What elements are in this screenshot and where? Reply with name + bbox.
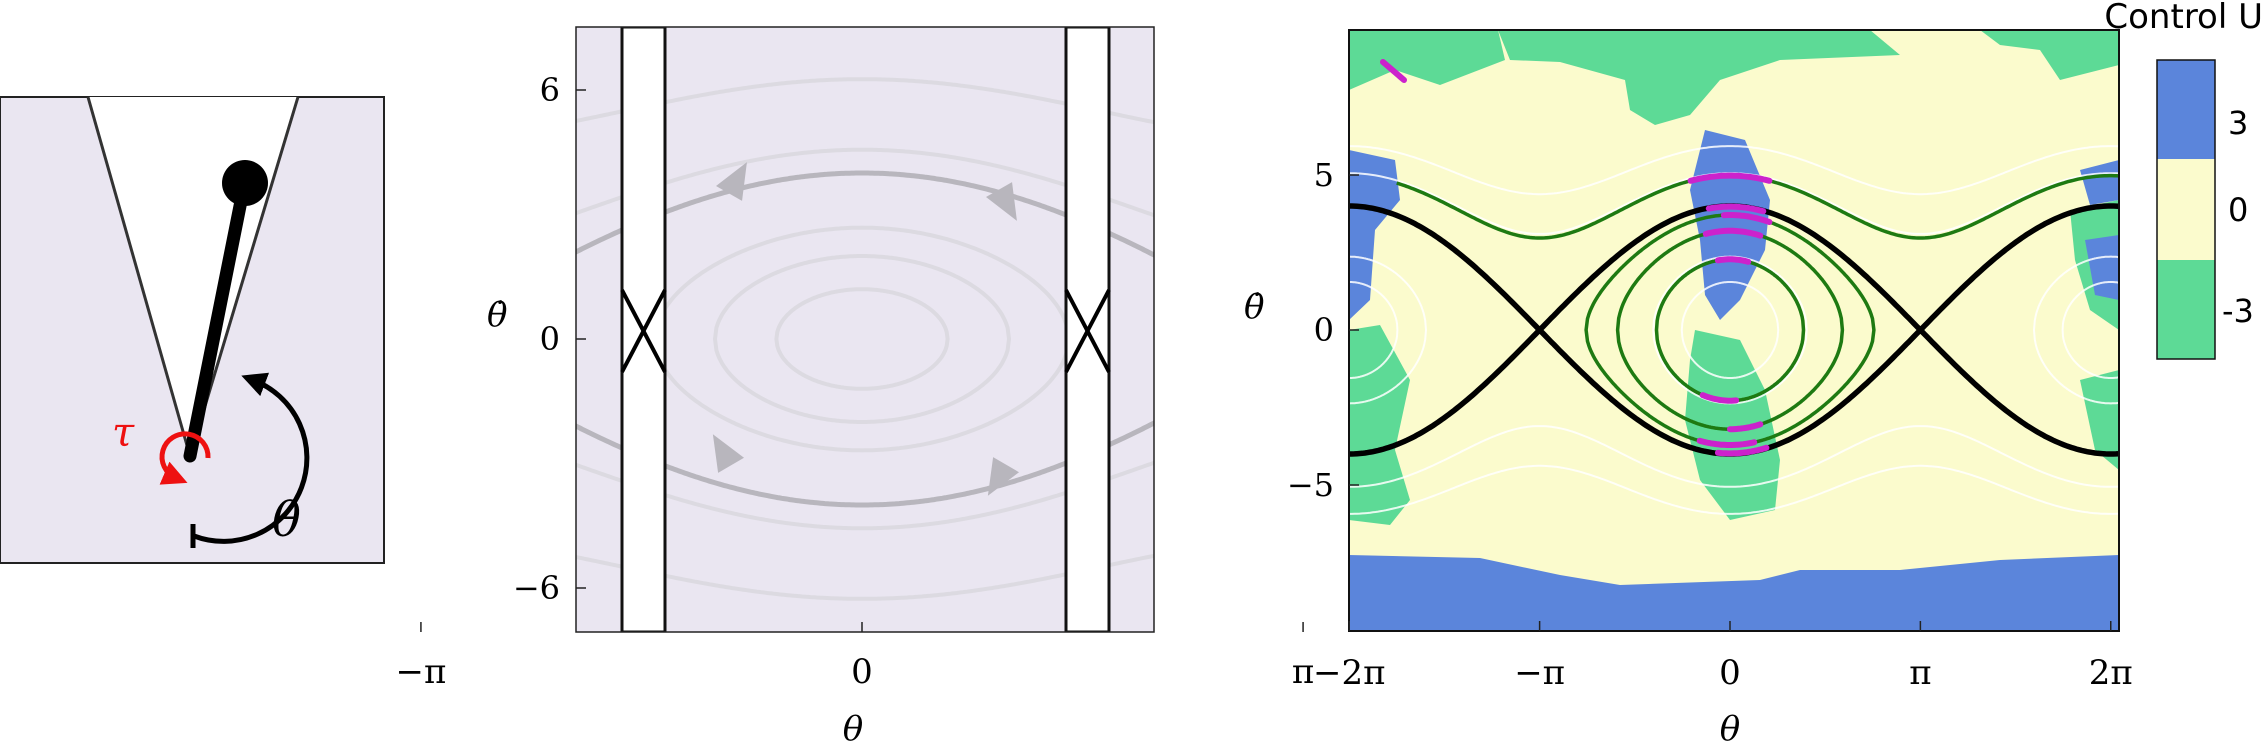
phase-ytick-label: 6: [540, 71, 560, 109]
phase-y-axis-label: θ̇: [487, 295, 507, 335]
control-xtick-label: π: [1909, 653, 1931, 693]
switch-segment-2: [1720, 212, 1773, 225]
white-rotating-orbit-1: [1349, 464, 2119, 515]
white-orbit-0-0: [1680, 281, 1780, 379]
closed-orbit-0: [774, 287, 950, 391]
region-green-top-right: [1980, 30, 2119, 80]
colorbar-label-high: 3: [2228, 104, 2248, 142]
control-y-axis-label: θ̇: [1244, 287, 1264, 327]
control-ytick-label: 5: [1314, 156, 1334, 194]
colorbar-title: Control U: [2104, 0, 2263, 37]
phase-ytick-label: −6: [513, 569, 560, 607]
wedge-edge-left: [86, 96, 192, 457]
phase-ytick-label: 0: [540, 320, 560, 358]
flow-arrow-upper-left: [716, 162, 747, 201]
control-map-panel: 5 0 −5 −2π −π 0 π 2π θ̇ θ: [1244, 29, 2133, 749]
pendulum-bob: [222, 160, 268, 206]
white-orbit-0-1: [2061, 281, 2119, 379]
region-blue-right-mid: [2085, 235, 2119, 300]
phase-xtick-label: 0: [851, 652, 873, 692]
control-xtick-label: 0: [1719, 653, 1741, 693]
flow-arrow-lower-left: [712, 434, 745, 473]
switch-segment-8: [1714, 444, 1770, 457]
angle-symbol: θ: [272, 492, 301, 548]
torque-symbol: τ: [112, 410, 135, 456]
phase-xtick-label: −π: [395, 652, 446, 692]
phase-plot-background: [576, 27, 1154, 632]
flow-arrow-upper-right: [986, 182, 1017, 221]
white-orbit-1-1: [2032, 255, 2119, 405]
colorbar-swatch-high: [2157, 60, 2215, 159]
white-rotating-orbit-0: [1349, 425, 2119, 488]
switch-segment-3: [1702, 227, 1764, 239]
region-green-top-center: [1498, 30, 1900, 125]
switch-segment-6: [1727, 421, 1764, 433]
phase-x-axis-label: θ: [843, 709, 863, 749]
control-x-axis-label: θ: [1720, 709, 1740, 749]
switch-segment-0: [1687, 172, 1773, 184]
colorbar-swatch-zero: [2157, 159, 2215, 260]
colorbar-swatch-low: [2157, 260, 2215, 359]
control-regions: [1349, 30, 2119, 631]
colorbar-label-zero: 0: [2228, 191, 2248, 229]
control-xtick-label: 2π: [2089, 653, 2133, 693]
control-orbits: [1349, 145, 2119, 515]
separatrix-cross-0b: [620, 289, 667, 373]
phase-xtick-label: π: [1292, 652, 1314, 692]
torque-arc-icon: [159, 431, 211, 485]
colorbar: Control U 3 0 -3: [2104, 0, 2263, 360]
control-switch-segments: [1380, 59, 1773, 457]
closed-orbit-1: [712, 254, 1012, 424]
control-ytick-label: −5: [1287, 466, 1334, 504]
pendulum-panel: τ θ: [0, 96, 385, 564]
switch-segment-4: [1714, 256, 1752, 265]
white-orbit-1-2: [1349, 255, 1428, 405]
separatrix-crossings: [620, 289, 1111, 373]
white-rotating-orbit-1: [1349, 145, 2119, 196]
separatrix-cross-1b: [1064, 289, 1111, 373]
switch-segment-7: [1696, 437, 1758, 448]
control-map-background: [1349, 30, 2119, 631]
region-green-top-left: [1349, 30, 1505, 90]
region-blue-left-upper: [1349, 150, 1400, 320]
phase-portrait-panel: 6 0 −6 −π 0 π θ̇ θ: [395, 26, 1314, 749]
colorbar-frame: [2156, 59, 2216, 360]
controlled-closed-trajectory-1: [1615, 229, 1845, 431]
angle-arc-icon: [193, 372, 310, 544]
white-orbit-0-2: [1349, 281, 1399, 379]
phase-plot-frame: [575, 26, 1155, 633]
pendulum-rod: [183, 179, 251, 463]
colorbar-label-low: -3: [2222, 292, 2254, 330]
region-green-right-lower: [2080, 370, 2119, 470]
controlled-closed-trajectory-0: [1584, 213, 1876, 447]
region-blue-bottom: [1349, 555, 2119, 631]
control-xtick-label: −2π: [1313, 653, 1385, 693]
control-ytick-label: 0: [1314, 311, 1334, 349]
switch-segment-corner: [1380, 59, 1407, 83]
region-blue-right-upper: [2080, 160, 2119, 205]
flow-arrow-lower-right: [987, 457, 1020, 496]
switch-segment-1: [1705, 203, 1767, 215]
switch-segment-5: [1699, 392, 1740, 404]
region-green-center-lower: [1685, 330, 1780, 520]
control-xtick-label: −π: [1514, 653, 1565, 693]
